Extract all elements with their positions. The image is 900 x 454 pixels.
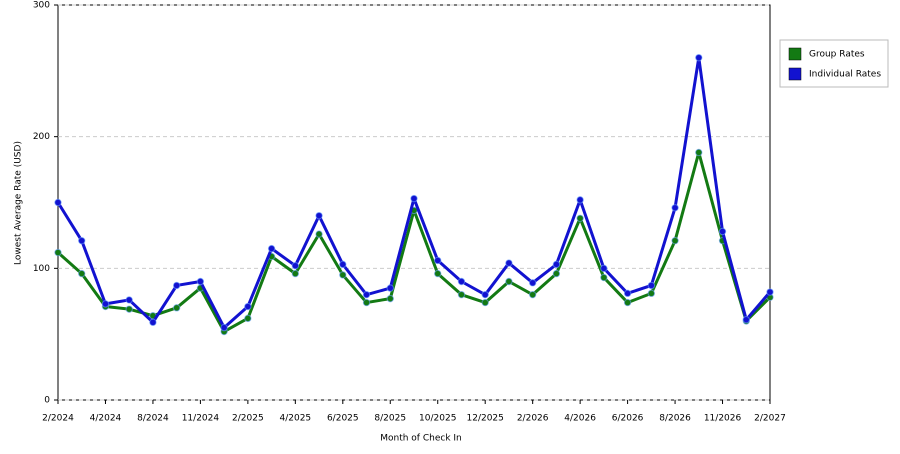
data-point — [339, 260, 347, 269]
data-point — [125, 296, 133, 304]
x-tick-label: 4/2024 — [90, 414, 122, 424]
data-point — [291, 262, 300, 270]
x-tick-label: 12/2025 — [467, 414, 504, 424]
y-tick-label: 200 — [33, 132, 50, 142]
data-point — [78, 269, 86, 278]
data-point — [457, 290, 466, 299]
data-point — [647, 281, 656, 290]
data-point — [766, 288, 774, 296]
data-point — [434, 269, 442, 278]
data-point — [410, 194, 418, 203]
data-point — [481, 298, 489, 307]
data-point — [552, 269, 561, 278]
x-axis-label: Month of Check In — [380, 434, 462, 444]
data-point — [220, 323, 228, 332]
data-point — [528, 290, 537, 299]
x-tick-label: 4/2025 — [279, 414, 311, 424]
x-tick-label: 8/2026 — [659, 414, 691, 424]
data-point — [315, 230, 323, 238]
data-point — [315, 211, 323, 220]
data-point — [600, 273, 608, 282]
data-point — [695, 148, 703, 157]
data-point — [481, 290, 489, 299]
x-tick-label: 11/2026 — [704, 414, 742, 424]
x-tick-label: 10/2025 — [419, 414, 456, 424]
data-point — [244, 302, 252, 311]
legend-swatch — [788, 67, 802, 81]
y-axis-label: Lowest Average Rate (USD) — [14, 141, 24, 265]
data-point — [718, 227, 727, 236]
data-point — [742, 315, 750, 324]
x-tick-label: 4/2026 — [564, 414, 596, 424]
data-point — [54, 248, 62, 257]
data-point — [78, 236, 86, 245]
x-tick-label: 6/2026 — [612, 414, 644, 424]
data-point — [457, 277, 466, 286]
data-point — [386, 284, 394, 292]
data-point — [671, 204, 679, 212]
y-tick-label: 300 — [33, 1, 50, 11]
data-point — [576, 196, 584, 204]
data-point — [552, 260, 561, 269]
data-point — [362, 290, 371, 299]
data-point — [339, 271, 347, 279]
data-point — [101, 300, 110, 308]
data-point — [291, 269, 300, 278]
data-point — [125, 305, 133, 313]
legend-swatch — [788, 47, 802, 61]
x-tick-label: 2/2027 — [754, 414, 786, 424]
data-point — [600, 264, 608, 273]
data-point — [267, 244, 276, 253]
data-point — [172, 304, 181, 312]
data-point — [576, 214, 584, 223]
x-tick-label: 2/2024 — [42, 414, 74, 424]
data-point — [647, 289, 656, 298]
data-point — [196, 277, 205, 286]
data-point — [671, 236, 679, 245]
data-point — [505, 259, 513, 267]
x-tick-label: 8/2024 — [137, 414, 169, 424]
data-point — [623, 289, 632, 298]
data-point — [244, 314, 252, 323]
data-point — [528, 279, 537, 287]
legend-label: Group Rates — [809, 50, 865, 60]
data-point — [623, 298, 632, 307]
legend-label: Individual Rates — [809, 70, 881, 80]
y-tick-label: 0 — [44, 396, 50, 406]
data-point — [386, 294, 394, 303]
data-point — [695, 53, 703, 62]
x-tick-label: 2/2026 — [517, 414, 549, 424]
data-point — [172, 281, 181, 290]
data-point — [149, 318, 157, 327]
data-point — [505, 277, 513, 286]
y-tick-label: 100 — [33, 264, 50, 274]
x-tick-label: 2/2025 — [232, 414, 264, 424]
data-point — [362, 298, 371, 307]
data-point — [54, 198, 62, 207]
data-point — [434, 256, 442, 265]
x-tick-label: 8/2025 — [374, 414, 406, 424]
x-tick-label: 6/2025 — [327, 414, 359, 424]
x-tick-label: 11/2024 — [182, 414, 220, 424]
